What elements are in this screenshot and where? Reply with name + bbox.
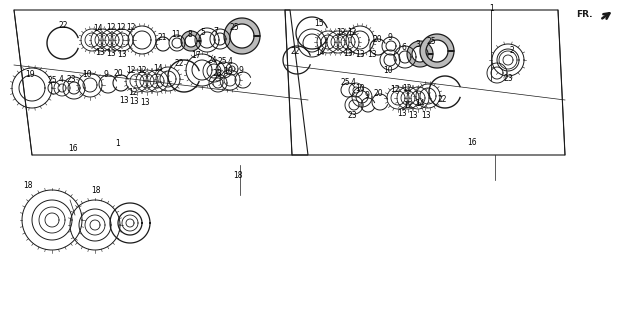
Text: 8: 8 [188, 29, 192, 38]
Text: 25: 25 [229, 22, 238, 31]
Text: 12: 12 [137, 66, 147, 75]
Text: 20: 20 [373, 89, 383, 98]
Text: 12: 12 [127, 22, 135, 31]
Text: 22: 22 [59, 20, 68, 29]
Text: 12: 12 [391, 84, 400, 93]
Text: 9: 9 [238, 66, 244, 75]
Text: 1: 1 [490, 4, 494, 12]
Text: 18: 18 [233, 171, 243, 180]
Text: 1: 1 [116, 139, 120, 148]
Text: 6: 6 [401, 43, 406, 52]
Text: 13: 13 [106, 49, 116, 58]
Text: 18: 18 [24, 180, 32, 189]
Text: 22: 22 [437, 94, 446, 103]
Text: 10: 10 [223, 67, 233, 76]
Text: 25: 25 [340, 77, 350, 86]
Text: 13: 13 [421, 110, 431, 119]
Text: 9: 9 [104, 69, 108, 78]
Text: 23: 23 [212, 68, 222, 77]
Text: 16: 16 [467, 138, 477, 147]
Text: 13: 13 [343, 49, 353, 58]
Text: 21: 21 [157, 33, 167, 42]
Text: 4: 4 [59, 75, 64, 84]
Text: 24: 24 [207, 55, 217, 65]
Text: 13: 13 [355, 50, 365, 59]
Text: 14: 14 [415, 99, 425, 108]
Text: 13: 13 [119, 95, 129, 105]
Text: 13: 13 [140, 98, 150, 107]
Text: 13: 13 [117, 50, 127, 59]
Text: 2: 2 [509, 45, 515, 54]
Text: 13: 13 [95, 47, 105, 57]
Text: 13: 13 [408, 110, 418, 119]
PathPatch shape [181, 31, 201, 51]
Text: 13: 13 [129, 97, 139, 106]
Text: 16: 16 [68, 143, 78, 153]
Text: 12: 12 [106, 22, 116, 31]
Text: 10: 10 [82, 69, 92, 78]
Text: 14: 14 [93, 23, 103, 33]
Text: 20: 20 [372, 35, 382, 44]
Text: 25: 25 [217, 57, 227, 66]
PathPatch shape [224, 18, 260, 54]
Text: 14: 14 [315, 47, 325, 57]
Text: 25: 25 [426, 36, 436, 45]
Text: 22: 22 [174, 59, 184, 68]
Text: 10: 10 [383, 66, 393, 75]
PathPatch shape [407, 41, 433, 67]
Text: 23: 23 [347, 110, 357, 119]
Text: 12: 12 [127, 66, 135, 75]
Text: 5: 5 [200, 28, 205, 36]
Text: 4: 4 [350, 77, 356, 86]
Text: 15: 15 [314, 19, 324, 28]
Text: 13: 13 [367, 50, 377, 59]
Text: 9: 9 [387, 33, 392, 42]
Text: 25: 25 [47, 76, 57, 84]
Text: 12: 12 [402, 84, 411, 92]
Text: 11: 11 [171, 29, 181, 38]
Text: 23: 23 [503, 74, 513, 83]
Text: 3: 3 [415, 39, 420, 49]
Text: 12: 12 [347, 28, 357, 36]
Text: 12: 12 [336, 28, 346, 36]
Text: 14: 14 [153, 63, 163, 73]
Text: 18: 18 [91, 186, 100, 195]
Text: 12: 12 [403, 100, 413, 109]
PathPatch shape [420, 34, 454, 68]
Text: 23: 23 [66, 75, 76, 84]
Text: 12: 12 [128, 87, 138, 97]
Text: FR.: FR. [576, 10, 593, 19]
Text: 9: 9 [364, 91, 370, 100]
Text: 12: 12 [116, 22, 126, 31]
Text: 4: 4 [228, 57, 232, 66]
Text: 19: 19 [25, 69, 35, 78]
Text: 10: 10 [355, 84, 365, 92]
Text: 13: 13 [398, 108, 407, 117]
Text: 20: 20 [113, 68, 123, 77]
Text: 22: 22 [290, 46, 300, 55]
Text: 7: 7 [214, 27, 218, 36]
Text: 17: 17 [191, 51, 201, 60]
